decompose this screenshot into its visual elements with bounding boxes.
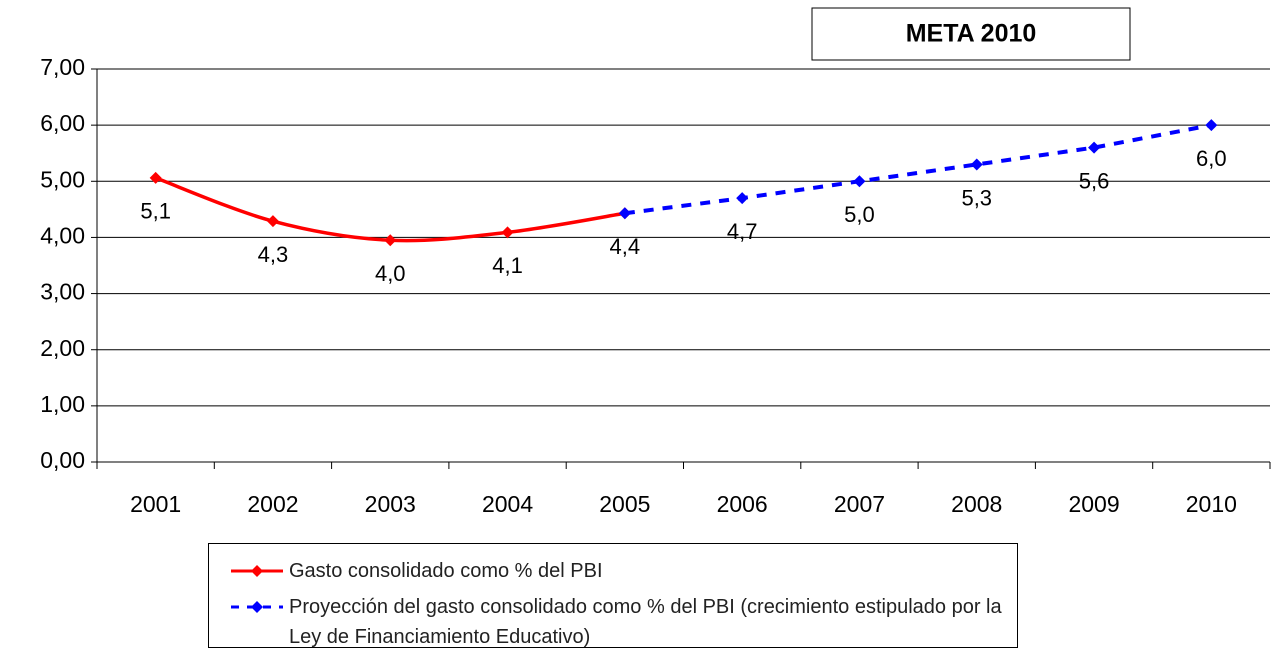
x-tick-label: 2008 <box>951 491 1002 517</box>
legend-marker <box>251 565 263 577</box>
y-tick-label: 5,00 <box>40 166 85 192</box>
data-label: 6,0 <box>1196 146 1227 171</box>
x-tick-label: 2010 <box>1186 491 1237 517</box>
x-tick-label: 2006 <box>717 491 768 517</box>
y-tick-label: 2,00 <box>40 335 85 361</box>
legend-swatch <box>231 601 283 613</box>
data-label: 5,1 <box>140 199 171 224</box>
legend-item: Gasto consolidado como % del PBI <box>229 556 1017 586</box>
data-label: 4,4 <box>610 234 641 259</box>
legend: Gasto consolidado como % del PBI Proyecci… <box>208 543 1018 648</box>
data-label: 4,1 <box>492 253 523 278</box>
data-label: 4,3 <box>258 242 289 267</box>
data-label: 4,0 <box>375 261 406 286</box>
y-tick-label: 1,00 <box>40 391 85 417</box>
x-tick-label: 2007 <box>834 491 885 517</box>
series-line <box>155 176 626 243</box>
legend-marker <box>251 601 263 613</box>
data-label: 4,7 <box>727 219 758 244</box>
x-tick-label: 2001 <box>130 491 181 517</box>
x-tick-label: 2003 <box>365 491 416 517</box>
marker <box>501 226 514 239</box>
y-tick-label: 3,00 <box>40 279 85 305</box>
marker <box>970 158 983 171</box>
marker <box>384 234 397 247</box>
marker <box>1088 141 1101 154</box>
marker <box>853 175 866 188</box>
y-tick-label: 4,00 <box>40 223 85 249</box>
data-label: 5,3 <box>961 185 992 210</box>
y-tick-label: 0,00 <box>40 447 85 473</box>
marker <box>736 192 749 205</box>
legend-swatch <box>231 565 283 577</box>
y-tick-label: 7,00 <box>40 54 85 80</box>
legend-label: Gasto consolidado como % del PBI <box>289 560 603 582</box>
annotation-box <box>811 7 1131 61</box>
marker <box>149 171 162 184</box>
legend-item: Proyección del gasto consolidado como % … <box>229 592 1017 650</box>
y-tick-label: 6,00 <box>40 110 85 136</box>
data-label: 5,0 <box>844 202 875 227</box>
data-label: 5,6 <box>1079 168 1110 193</box>
x-tick-label: 2005 <box>599 491 650 517</box>
x-tick-label: 2009 <box>1068 491 1119 517</box>
legend-label: Proyección del gasto consolidado como % … <box>289 596 1002 648</box>
marker <box>1205 119 1218 132</box>
marker <box>618 207 631 220</box>
marker <box>266 215 279 228</box>
series-line <box>624 123 1212 216</box>
x-tick-label: 2004 <box>482 491 533 517</box>
annotation: META 2010 <box>906 20 1037 48</box>
x-tick-label: 2002 <box>247 491 298 517</box>
